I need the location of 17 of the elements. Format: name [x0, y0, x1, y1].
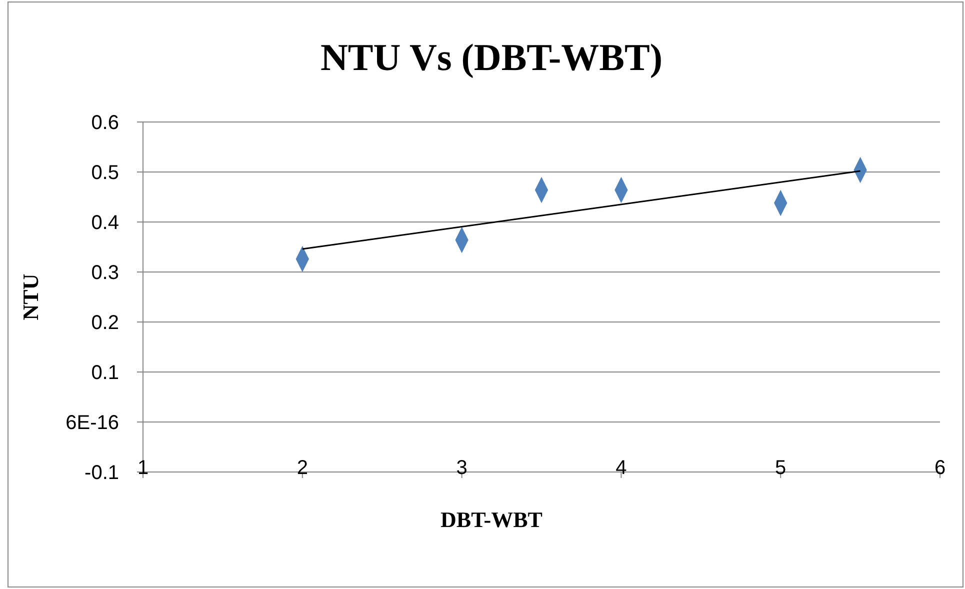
x-tick-label: 5: [775, 457, 786, 479]
y-tick-label: 0.2: [91, 312, 119, 334]
chart-title: NTU Vs (DBT-WBT): [320, 37, 663, 79]
y-axis-title: NTU: [18, 274, 43, 320]
y-tick-label: 0.3: [91, 262, 119, 284]
x-tick-label: 3: [456, 457, 468, 479]
y-tick-label: 0.5: [91, 162, 119, 184]
y-tick-label: 6E-16: [66, 412, 119, 434]
y-tick-label: -0.1: [84, 462, 119, 484]
y-tick-label: 0.4: [91, 212, 119, 234]
x-tick-label: 4: [616, 457, 627, 479]
y-tick-label: 0.6: [91, 112, 119, 134]
y-tick-label: 0.1: [91, 362, 119, 384]
x-tick-label: 2: [296, 457, 308, 479]
x-axis-title: DBT-WBT: [440, 507, 543, 532]
x-tick-label: 1: [137, 457, 149, 479]
x-tick-label: 6: [934, 457, 946, 479]
